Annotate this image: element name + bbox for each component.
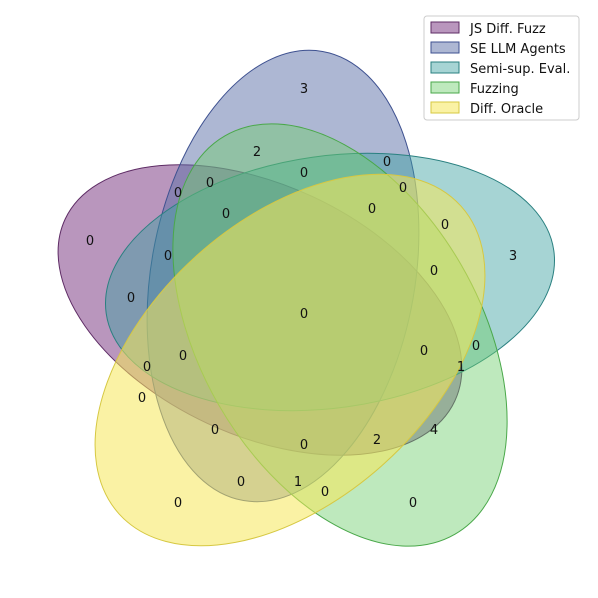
legend-label-se-llm-agents: SE LLM Agents bbox=[470, 42, 566, 57]
legend-swatch-js-diff-fuzz bbox=[430, 21, 460, 34]
legend-label-js-diff-fuzz: JS Diff. Fuzz bbox=[469, 22, 546, 37]
set-ellipse-diff-oracle bbox=[94, 173, 486, 547]
region-count: 0 bbox=[441, 218, 449, 233]
legend-label-diff-oracle: Diff. Oracle bbox=[470, 102, 543, 117]
region-count: 0 bbox=[138, 391, 146, 406]
region-count: 0 bbox=[420, 344, 428, 359]
region-count: 0 bbox=[174, 496, 182, 511]
legend: JS Diff. Fuzz SE LLM Agents Semi-sup. Ev… bbox=[423, 15, 580, 121]
legend-swatch-semi-sup-eval bbox=[430, 61, 460, 74]
region-count: 1 bbox=[457, 360, 465, 375]
region-count: 0 bbox=[179, 349, 187, 364]
region-count: 0 bbox=[368, 202, 376, 217]
region-count: 0 bbox=[86, 234, 94, 249]
region-count: 0 bbox=[472, 339, 480, 354]
region-count: 0 bbox=[399, 181, 407, 196]
region-count: 0 bbox=[237, 475, 245, 490]
region-count: 0 bbox=[127, 291, 135, 306]
region-count: 0 bbox=[143, 360, 151, 375]
region-count: 0 bbox=[206, 176, 214, 191]
legend-label-fuzzing: Fuzzing bbox=[470, 82, 519, 97]
legend-swatch-diff-oracle bbox=[430, 101, 460, 114]
region-count: 0 bbox=[300, 307, 308, 322]
region-count: 1 bbox=[294, 475, 302, 490]
region-count: 0 bbox=[300, 166, 308, 181]
region-count: 3 bbox=[300, 82, 308, 97]
legend-label-semi-sup-eval: Semi-sup. Eval. bbox=[470, 62, 570, 77]
region-count: 0 bbox=[211, 423, 219, 438]
region-count: 0 bbox=[174, 186, 182, 201]
region-count: 0 bbox=[222, 207, 230, 222]
region-count: 2 bbox=[253, 145, 261, 160]
region-count: 0 bbox=[409, 496, 417, 511]
region-count: 0 bbox=[321, 485, 329, 500]
legend-swatch-fuzzing bbox=[430, 81, 460, 94]
region-count: 3 bbox=[509, 249, 517, 264]
region-count: 0 bbox=[430, 264, 438, 279]
region-count: 0 bbox=[300, 438, 308, 453]
legend-swatch-se-llm-agents bbox=[430, 41, 460, 54]
region-count: 2 bbox=[373, 433, 381, 448]
region-count: 0 bbox=[383, 155, 391, 170]
region-count: 4 bbox=[430, 423, 438, 438]
region-count: 0 bbox=[164, 249, 172, 264]
legend-frame bbox=[423, 15, 580, 121]
